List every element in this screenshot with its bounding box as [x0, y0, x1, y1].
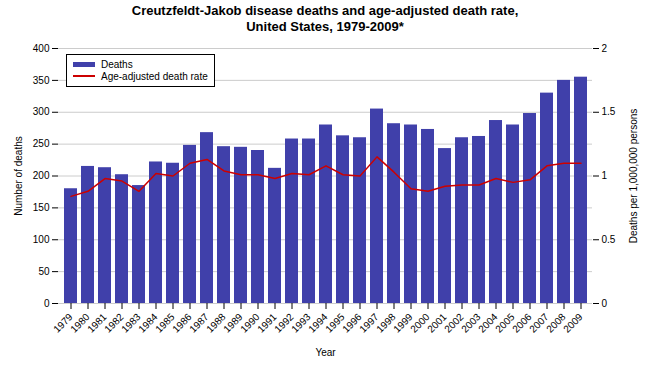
- svg-text:1996: 1996: [340, 310, 364, 335]
- svg-text:1989: 1989: [221, 310, 245, 335]
- svg-text:1985: 1985: [153, 310, 177, 335]
- svg-text:300: 300: [33, 106, 50, 117]
- html-text:Deaths: Deaths: [101, 58, 133, 70]
- svg-text:0: 0: [602, 297, 608, 308]
- svg-text:2001: 2001: [425, 310, 449, 335]
- svg-text:1991: 1991: [255, 310, 279, 335]
- html-text:Creutzfeldt-Jakob disease deat: Creutzfeldt-Jakob disease deaths and age…: [131, 3, 519, 35]
- svg-text:Number of deaths: Number of deaths: [13, 136, 24, 216]
- svg-text:1980: 1980: [68, 310, 92, 335]
- svg-text:1982: 1982: [102, 310, 126, 335]
- svg-text:0.5: 0.5: [602, 233, 616, 244]
- svg-text:2003: 2003: [459, 310, 483, 335]
- svg-text:1993: 1993: [289, 310, 313, 335]
- svg-text:200: 200: [33, 170, 50, 181]
- svg-text:2: 2: [602, 42, 608, 53]
- svg-text:1995: 1995: [323, 310, 347, 335]
- svg-text:2005: 2005: [493, 310, 517, 335]
- svg-text:1.5: 1.5: [602, 106, 616, 117]
- svg-text:100: 100: [33, 233, 50, 244]
- svg-text:1990: 1990: [238, 310, 262, 335]
- svg-text:150: 150: [33, 202, 50, 213]
- svg-text:1979: 1979: [51, 310, 75, 335]
- svg-text:1984: 1984: [136, 310, 160, 335]
- svg-text:1981: 1981: [85, 310, 109, 335]
- svg-text:1: 1: [602, 170, 608, 181]
- svg-text:1986: 1986: [170, 310, 194, 335]
- svg-text:250: 250: [33, 138, 50, 149]
- svg-text:50: 50: [38, 265, 50, 276]
- svg-text:1999: 1999: [391, 310, 415, 335]
- svg-text:2004: 2004: [476, 310, 500, 335]
- svg-text:2007: 2007: [527, 310, 551, 335]
- svg-text:2009: 2009: [561, 310, 585, 334]
- svg-text:Year: Year: [315, 346, 336, 357]
- svg-text:350: 350: [33, 74, 50, 85]
- svg-text:2002: 2002: [442, 310, 466, 335]
- svg-text:2006: 2006: [510, 310, 534, 335]
- svg-text:400: 400: [33, 42, 50, 53]
- svg-text:0: 0: [44, 297, 50, 308]
- html-text:Age-adjusted death rate: Age-adjusted death rate: [101, 70, 208, 82]
- svg-text:1994: 1994: [306, 310, 330, 335]
- svg-text:1987: 1987: [187, 310, 211, 335]
- svg-text:2000: 2000: [408, 310, 432, 335]
- svg-text:1992: 1992: [272, 310, 296, 335]
- svg-text:1988: 1988: [204, 310, 228, 335]
- svg-text:Deaths per 1,000,000 persons: Deaths per 1,000,000 persons: [628, 108, 639, 243]
- svg-text:1997: 1997: [357, 310, 381, 335]
- svg-text:2008: 2008: [544, 310, 568, 335]
- svg-text:1998: 1998: [374, 310, 398, 335]
- svg-text:1983: 1983: [119, 310, 143, 335]
